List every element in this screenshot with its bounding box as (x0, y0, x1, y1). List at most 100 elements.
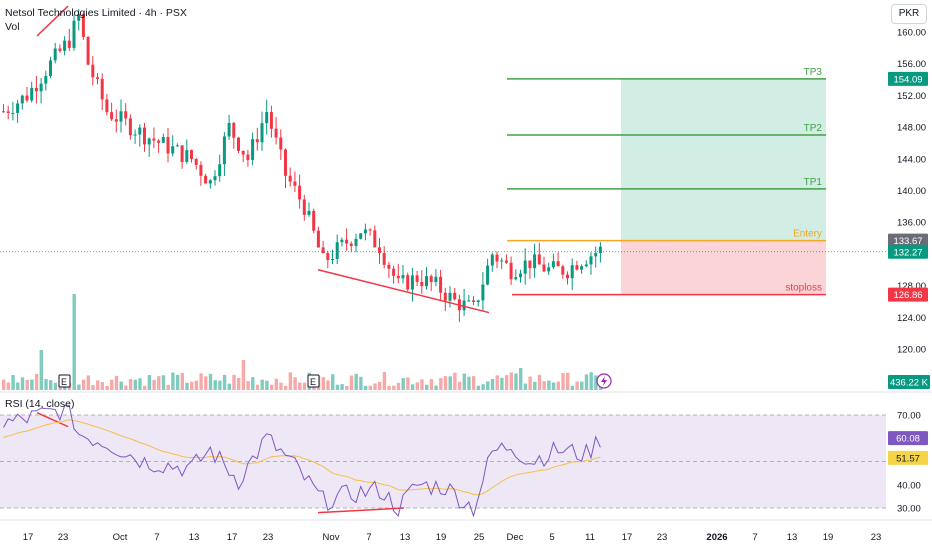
candle-body (415, 275, 419, 282)
trendline (36, 5, 69, 37)
chart-title: Netsol Technologies Limited · 4h · PSX (5, 7, 187, 19)
candle-body (194, 158, 198, 165)
candle-body (481, 284, 485, 301)
volume-value-bg (888, 375, 930, 389)
candle-body (523, 260, 527, 274)
volume-bar (133, 379, 137, 390)
volume-bar (260, 379, 264, 390)
candle-body (528, 260, 532, 269)
price-tick-label: 120.00 (897, 345, 926, 356)
candle-body (434, 276, 438, 282)
volume-bar (6, 382, 11, 390)
candle-body (396, 275, 400, 279)
trade-level-label: stoploss (785, 283, 822, 294)
candle-body (213, 176, 217, 181)
candle-body (453, 292, 457, 300)
candle-body (439, 276, 443, 293)
rsi-tick-label: 70.00 (897, 411, 921, 422)
candle-body (476, 300, 480, 302)
loss-zone (621, 240, 826, 295)
earnings-marker-label: E (310, 377, 316, 387)
currency-button[interactable]: PKR (891, 4, 927, 24)
volume-bar (368, 385, 372, 390)
volume-bar (523, 383, 528, 390)
candle-body (378, 247, 381, 254)
candle-body (293, 181, 297, 186)
volume-bar (302, 382, 307, 390)
volume-bar (429, 379, 434, 390)
candle-body (547, 267, 551, 272)
volume-bar (378, 381, 382, 390)
candle-body (44, 75, 48, 84)
candle-body (232, 122, 236, 138)
candles (2, 9, 602, 322)
volume-bar (472, 376, 476, 390)
rsi-value-label: 60.08 (896, 434, 920, 445)
volume-bar (551, 382, 556, 390)
candle-body (443, 292, 447, 301)
candle-body (63, 40, 67, 51)
candle-body (490, 254, 494, 266)
volume-bar (25, 379, 29, 390)
volume-bar (77, 384, 81, 390)
candle-body (6, 111, 10, 113)
rsi-line (3, 405, 601, 518)
candle-body (152, 138, 156, 141)
volume-bar (11, 375, 15, 390)
volume-bar (180, 372, 184, 390)
volume-bar (382, 372, 387, 390)
candle-body (495, 254, 499, 262)
volume-bar (81, 379, 86, 390)
candle-body (260, 123, 264, 143)
volume-bar (509, 372, 513, 390)
volume-bar (481, 384, 485, 390)
volume-bar (175, 374, 180, 390)
volume-bar (204, 376, 208, 390)
rsi-tick-label: 30.00 (897, 504, 921, 515)
price-label: 126.86 (893, 290, 922, 301)
time-tick-label: Oct (113, 532, 128, 543)
volume-bar (359, 376, 363, 390)
candle-body (128, 118, 132, 136)
candle-body (124, 111, 128, 119)
candle-body (509, 262, 513, 280)
candle-body (133, 134, 137, 136)
candle-body (533, 254, 537, 269)
candle-body (359, 233, 363, 239)
volume-bar (143, 385, 147, 390)
candle-body (241, 150, 245, 155)
candle-body (190, 150, 193, 159)
candle-body (542, 264, 546, 272)
volume-bar (269, 384, 274, 390)
time-tick-label: 7 (154, 532, 159, 543)
candle-body (598, 246, 602, 254)
time-tick-label: 17 (23, 532, 34, 543)
candle-body (566, 274, 569, 279)
volume-bar (227, 383, 231, 390)
candle-body (316, 230, 320, 248)
volume-bar (547, 380, 551, 390)
trendline (317, 269, 490, 314)
volume-bar (30, 379, 34, 390)
time-tick-label: 19 (823, 532, 834, 543)
candle-body (382, 253, 386, 265)
volume-bar (443, 376, 448, 390)
volume-bar (241, 360, 246, 390)
volume-bar (556, 381, 560, 390)
volume-bar (354, 373, 358, 390)
candle-body (302, 199, 306, 215)
profit-zone (621, 78, 826, 241)
candle-body (77, 14, 81, 21)
candle-body (556, 261, 560, 267)
candle-body (373, 230, 377, 248)
volume-bar (110, 379, 114, 390)
candle-body (279, 137, 283, 150)
candle-body (166, 136, 170, 154)
candle-body (218, 164, 222, 177)
volume-bar (255, 384, 260, 390)
candle-body (255, 139, 259, 143)
time-tick-label: 13 (189, 532, 200, 543)
candle-body (594, 253, 598, 257)
volume-bar (373, 383, 377, 390)
